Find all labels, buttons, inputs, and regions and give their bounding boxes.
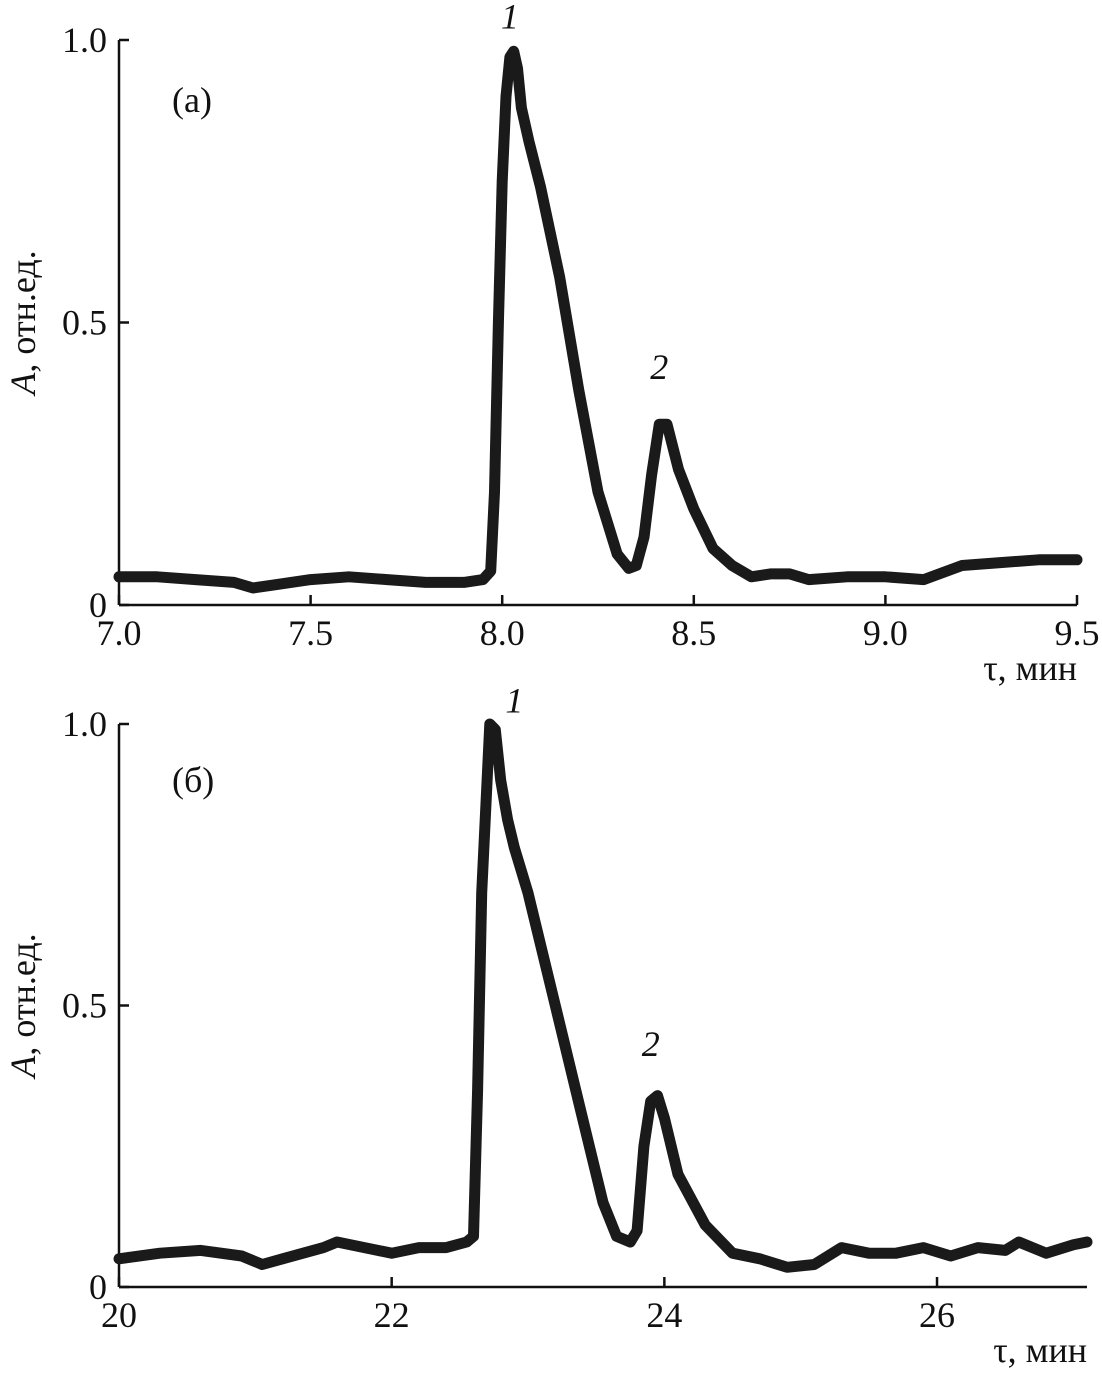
x-tick-label: 24 (646, 1295, 682, 1335)
y-tick-label: 0 (89, 585, 107, 625)
panel-b: 20 22 24 26 0 0.5 1.0 τ, мин A, отн.ед. (б) 1 2 (3, 681, 1093, 1370)
y-tick-label: 0.5 (62, 986, 107, 1026)
y-axis-title-variable: A (3, 372, 43, 397)
y-axis-title: A, отн.ед. (3, 933, 43, 1079)
x-tick-label: 8.5 (671, 613, 716, 653)
panel-a: 7.0 7.5 8.0 8.5 9.0 9.5 0 0.5 1.0 τ, мин A, отн.ед… (3, 0, 1100, 688)
y-tick-label: 0 (89, 1267, 107, 1307)
peak-label-2: 2 (642, 1024, 660, 1064)
y-axis-title-unit: , отн.ед. (3, 933, 43, 1055)
y-axis-title-unit: , отн.ед. (3, 250, 43, 372)
chromatogram-line (113, 718, 1093, 1273)
x-axis-title: τ, мин (983, 648, 1077, 688)
y-tick-label: 0.5 (62, 303, 107, 343)
x-tick-label: 7.5 (288, 613, 333, 653)
peak-label-1: 1 (505, 681, 523, 721)
x-tick-label: 26 (919, 1295, 955, 1335)
panel-label: (б) (172, 760, 214, 800)
y-axis-title-variable: A (3, 1055, 43, 1080)
x-tick-label: 7.0 (97, 613, 142, 653)
x-tick-label: 8.0 (480, 613, 525, 653)
x-axis-title: τ, мин (993, 1330, 1087, 1370)
x-tick-label: 9.5 (1055, 613, 1100, 653)
peak-label-1: 1 (501, 0, 519, 37)
y-tick-label: 1.0 (62, 20, 107, 60)
y-axis-title: A, отн.ед. (3, 250, 43, 396)
panel-label: (а) (172, 80, 212, 120)
chromatogram-line (113, 45, 1083, 594)
x-tick-label: 20 (101, 1295, 137, 1335)
peak-label-2: 2 (650, 347, 668, 387)
y-tick-label: 1.0 (62, 704, 107, 744)
x-tick-label: 22 (374, 1295, 410, 1335)
x-tick-label: 9.0 (863, 613, 908, 653)
